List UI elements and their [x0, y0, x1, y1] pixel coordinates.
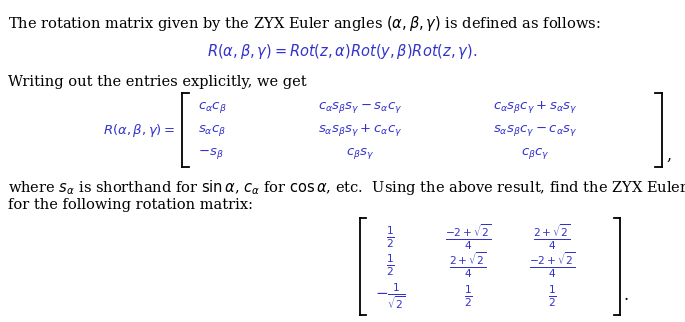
Text: $c_\alpha s_\beta s_\gamma - s_\alpha c_\gamma$: $c_\alpha s_\beta s_\gamma - s_\alpha c_… [318, 99, 402, 115]
Text: $-\frac{1}{\sqrt{2}}$: $-\frac{1}{\sqrt{2}}$ [375, 281, 406, 310]
Text: $\frac{1}{2}$: $\frac{1}{2}$ [464, 283, 473, 309]
Text: $c_\alpha c_\beta$: $c_\alpha c_\beta$ [198, 99, 227, 115]
Text: $-s_\beta$: $-s_\beta$ [198, 146, 223, 160]
Text: ,: , [666, 147, 671, 164]
Text: $s_\alpha c_\beta$: $s_\alpha c_\beta$ [198, 122, 226, 137]
Text: $\frac{-2+\sqrt{2}}{4}$: $\frac{-2+\sqrt{2}}{4}$ [529, 250, 575, 280]
Text: $R(\alpha, \beta, \gamma) = \mathit{Rot}(z, \alpha)\mathit{Rot}(y, \beta)\mathit: $R(\alpha, \beta, \gamma) = \mathit{Rot}… [208, 42, 477, 61]
Text: $R(\alpha, \beta, \gamma) =$: $R(\alpha, \beta, \gamma) =$ [103, 121, 175, 138]
Text: $s_\alpha s_\beta s_\gamma + c_\alpha c_\gamma$: $s_\alpha s_\beta s_\gamma + c_\alpha c_… [318, 122, 402, 138]
Text: .: . [624, 287, 629, 304]
Text: $\frac{1}{2}$: $\frac{1}{2}$ [386, 252, 395, 278]
Text: $s_\alpha s_\beta c_\gamma - c_\alpha s_\gamma$: $s_\alpha s_\beta c_\gamma - c_\alpha s_… [493, 122, 577, 137]
Text: Writing out the entries explicitly, we get: Writing out the entries explicitly, we g… [8, 75, 307, 89]
Text: $\frac{1}{2}$: $\frac{1}{2}$ [547, 283, 556, 309]
Text: $c_\alpha s_\beta c_\gamma + s_\alpha s_\gamma$: $c_\alpha s_\beta c_\gamma + s_\alpha s_… [493, 99, 577, 115]
Text: $\frac{2+\sqrt{2}}{4}$: $\frac{2+\sqrt{2}}{4}$ [533, 222, 571, 252]
Text: $c_\beta c_\gamma$: $c_\beta c_\gamma$ [521, 146, 549, 160]
Text: $\frac{2+\sqrt{2}}{4}$: $\frac{2+\sqrt{2}}{4}$ [449, 250, 487, 280]
Text: where $s_\alpha$ is shorthand for $\sin\alpha$, $c_\alpha$ for $\cos\alpha$, etc: where $s_\alpha$ is shorthand for $\sin\… [8, 178, 685, 197]
Text: $c_\beta s_\gamma$: $c_\beta s_\gamma$ [346, 146, 374, 160]
Text: $\frac{-2+\sqrt{2}}{4}$: $\frac{-2+\sqrt{2}}{4}$ [445, 222, 491, 252]
Text: $\frac{1}{2}$: $\frac{1}{2}$ [386, 224, 395, 250]
Text: The rotation matrix given by the ZYX Euler angles $(\alpha, \beta, \gamma)$ is d: The rotation matrix given by the ZYX Eul… [8, 14, 601, 33]
Text: for the following rotation matrix:: for the following rotation matrix: [8, 198, 253, 212]
